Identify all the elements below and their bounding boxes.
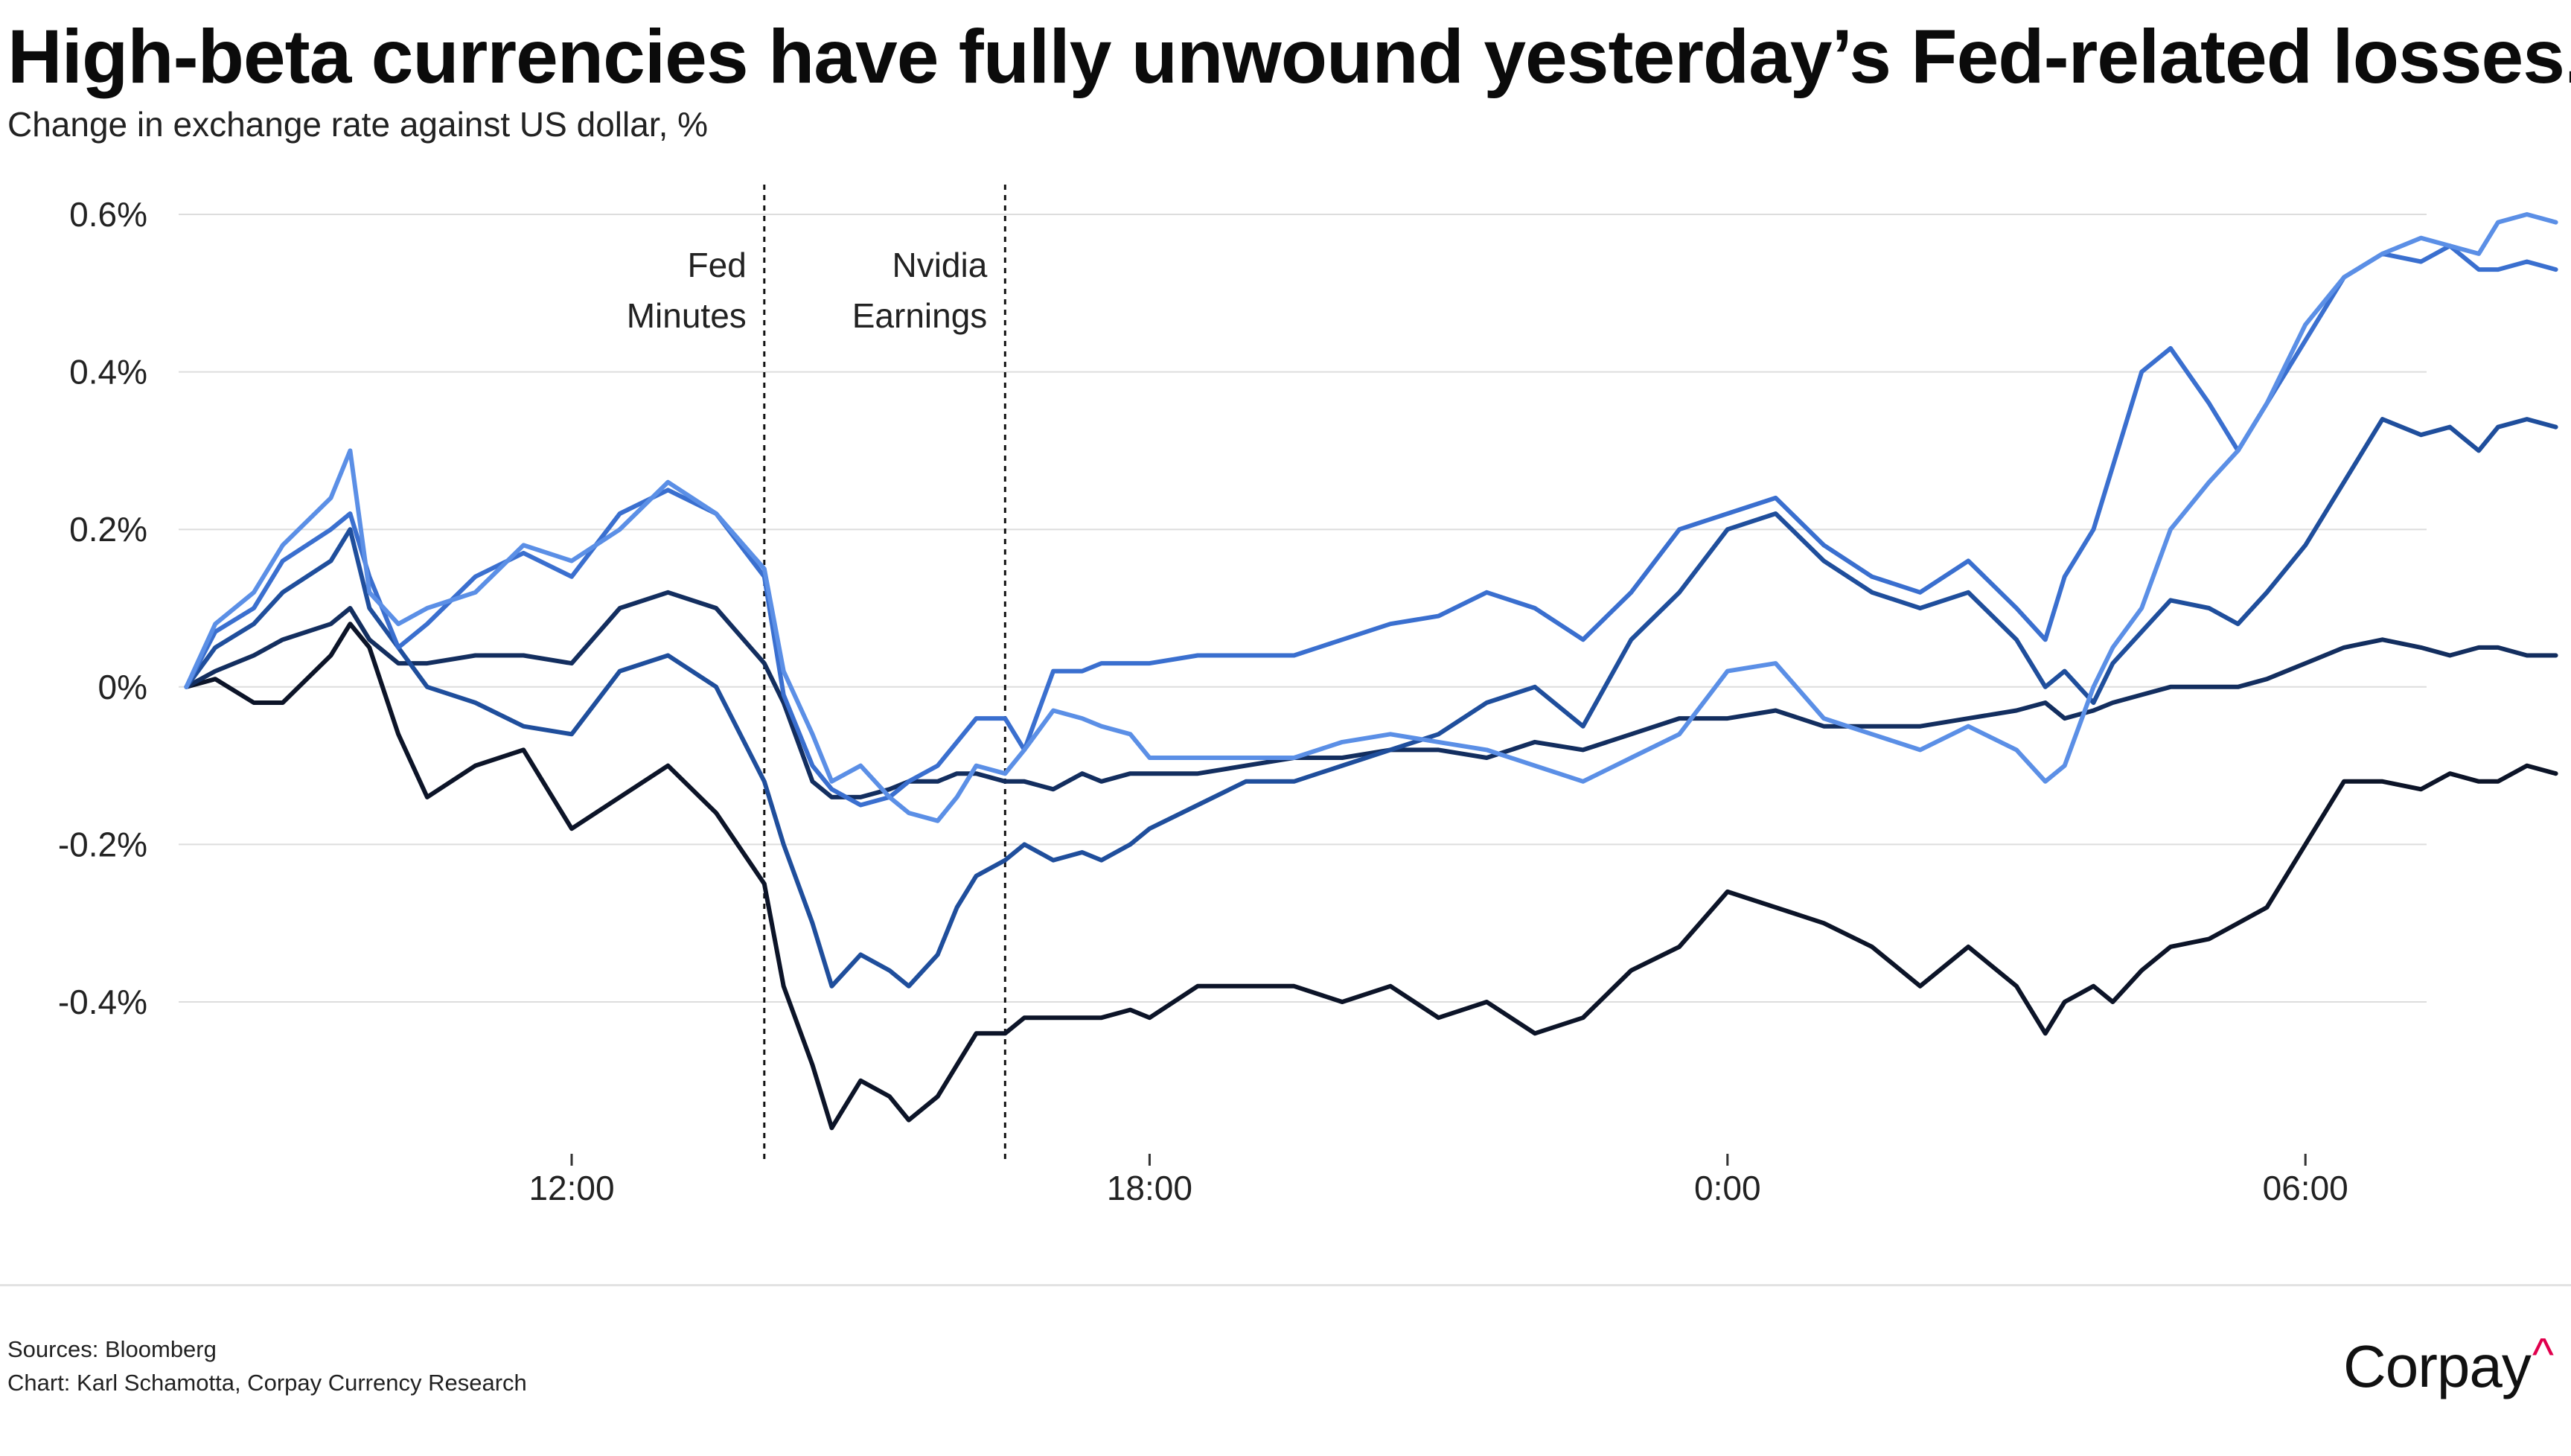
source-note: Sources: Bloomberg — [7, 1336, 217, 1362]
series-lines — [184, 212, 2558, 1131]
y-tick-label: 0.2% — [69, 510, 147, 549]
event-annotations: Fed Minutes Nvidia Earnings — [627, 185, 1006, 1161]
series-line-nok — [184, 212, 2558, 823]
event-label: Minutes — [627, 296, 747, 335]
y-tick-label: -0.2% — [58, 825, 147, 863]
event-label: Earnings — [852, 296, 988, 335]
y-tick-label: -0.4% — [58, 983, 147, 1021]
series-line-sek — [184, 243, 2558, 808]
event-label: Fed — [688, 246, 747, 284]
footer-divider — [0, 1284, 2571, 1286]
y-tick-label: 0.6% — [69, 195, 147, 234]
y-tick-label: 0% — [98, 668, 147, 706]
line-chart: 0.6% 0.4% 0.2% 0% -0.2% -0.4% 12:00 18:00 0:00 0… — [58, 185, 2558, 1207]
x-tick-label: 12:00 — [528, 1169, 614, 1207]
x-tick-label: 18:00 — [1107, 1169, 1192, 1207]
grid-lines — [179, 214, 2427, 1003]
event-label: Nvidia — [892, 246, 987, 284]
x-tick-label: 0:00 — [1694, 1169, 1761, 1207]
y-axis-labels: 0.6% 0.4% 0.2% 0% -0.2% -0.4% — [58, 195, 147, 1021]
series-line-cad — [184, 590, 2558, 799]
y-tick-label: 0.4% — [69, 353, 147, 392]
x-axis-labels: 12:00 18:00 0:00 06:00 — [528, 1154, 2348, 1207]
x-tick-label: 06:00 — [2263, 1169, 2348, 1207]
logo-text: Corpay — [2343, 1333, 2532, 1399]
chart-title: High-beta currencies have fully unwound … — [7, 14, 2571, 99]
chart-credit: Chart: Karl Schamotta, Corpay Currency R… — [7, 1370, 527, 1396]
series-line-nzd — [184, 417, 2558, 989]
series-line-aud — [184, 622, 2558, 1131]
logo-caret-icon: ^ — [2532, 1329, 2554, 1381]
corpay-logo: Corpay^ — [2343, 1329, 2554, 1401]
chart-subtitle: Change in exchange rate against US dolla… — [7, 105, 709, 144]
